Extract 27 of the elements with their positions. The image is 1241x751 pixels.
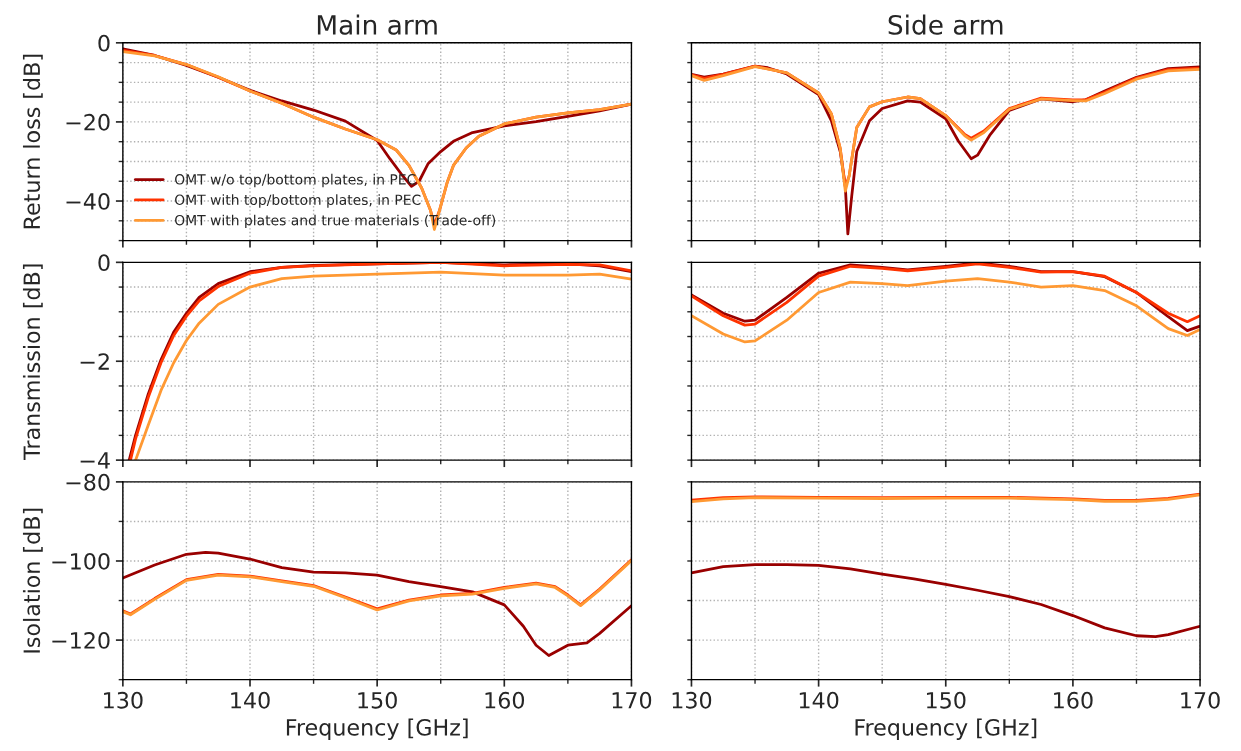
x-tick-label: 160 <box>1054 691 1093 709</box>
x-tick-label: 170 <box>1181 691 1220 709</box>
chart-title: Main arm <box>317 14 437 35</box>
y-tick-label: −100 <box>52 552 110 570</box>
y-tick-label: −40 <box>66 192 110 210</box>
x-tick-label: 150 <box>358 691 397 709</box>
x-axis-title: Frequency [GHz] <box>855 718 1037 741</box>
legend-label: OMT with top/bottom plates, in PEC <box>175 194 421 208</box>
y-tick-label: −120 <box>52 632 110 649</box>
x-tick-label: 140 <box>799 691 839 709</box>
y-tick-label: −80 <box>66 473 110 491</box>
y-tick-label: 0 <box>98 34 110 52</box>
x-tick-label: 150 <box>926 691 966 709</box>
y-tick-label: 0 <box>98 254 110 272</box>
y-axis-title: Return loss [dB] <box>22 54 43 229</box>
y-tick-label: −4 <box>80 452 110 469</box>
y-tick-label: −20 <box>66 113 110 131</box>
y-tick-label: −2 <box>80 353 109 370</box>
x-tick-label: 170 <box>612 691 652 709</box>
x-tick-label: 160 <box>485 691 525 709</box>
x-tick-label: 130 <box>104 691 143 709</box>
y-axis-title: Transmission [dB] <box>22 264 43 460</box>
x-axis-title: Frequency [GHz] <box>286 718 468 741</box>
y-axis-title: Isolation [dB] <box>22 508 43 653</box>
x-tick-label: 130 <box>672 691 712 709</box>
x-tick-label: 140 <box>231 691 270 709</box>
chart-title: Side arm <box>888 14 1003 35</box>
